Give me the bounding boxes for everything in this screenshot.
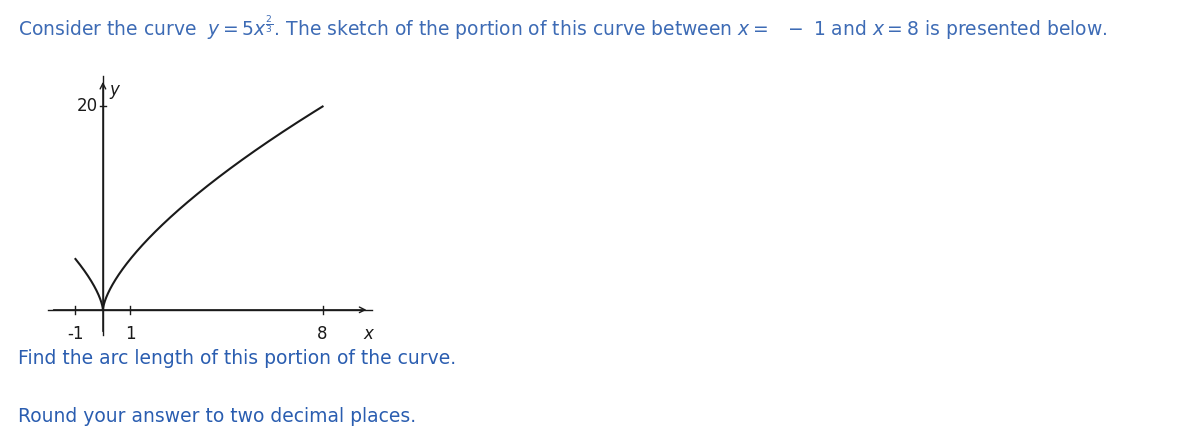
Text: 20: 20 (77, 97, 98, 115)
Text: 1: 1 (125, 325, 136, 343)
Text: -1: -1 (67, 325, 84, 343)
Text: 8: 8 (317, 325, 328, 343)
Text: Round your answer to two decimal places.: Round your answer to two decimal places. (18, 407, 416, 426)
Text: Find the arc length of this portion of the curve.: Find the arc length of this portion of t… (18, 349, 456, 368)
Text: y: y (109, 81, 120, 99)
Text: x: x (362, 325, 373, 343)
Text: Consider the curve  $y = 5x^{\frac{2}{3}}$. The sketch of the portion of this cu: Consider the curve $y = 5x^{\frac{2}{3}}… (18, 13, 1108, 42)
